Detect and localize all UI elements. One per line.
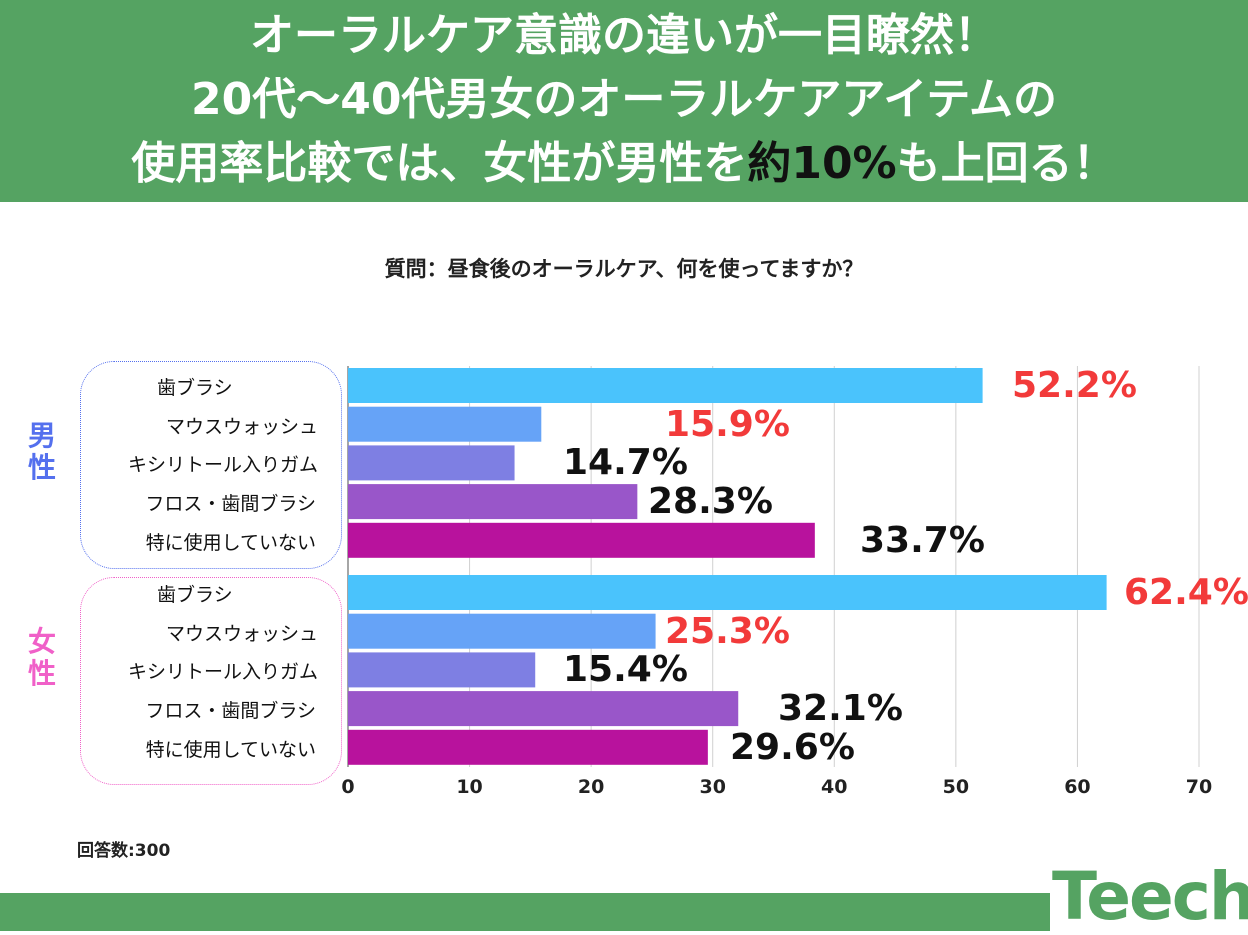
- value-label: 32.1%: [778, 688, 903, 730]
- value-label: 15.4%: [563, 649, 688, 691]
- teech-logo: Teech: [1052, 858, 1248, 935]
- category-label: 歯ブラシ: [157, 584, 233, 606]
- x-tick-label: 0: [341, 776, 355, 798]
- headline-emphasis: 約10%: [747, 138, 897, 189]
- x-tick-label: 40: [821, 776, 848, 798]
- x-tick-label: 70: [1185, 776, 1213, 798]
- respondent-count: 回答数:300: [77, 841, 171, 861]
- x-tick-label: 10: [456, 776, 483, 798]
- category-label: キシリトール入りガム: [127, 454, 318, 477]
- x-tick-label: 20: [577, 776, 605, 798]
- value-label: 25.3%: [665, 610, 790, 652]
- bar-female-1: [348, 613, 656, 649]
- x-tick-label: 50: [942, 776, 970, 798]
- x-tick-label: 60: [1064, 776, 1091, 798]
- value-label: 28.3%: [648, 481, 773, 523]
- value-label: 29.6%: [730, 726, 855, 768]
- bar-male-4: [348, 522, 815, 558]
- header-banner: オーラルケア意識の違いが一目瞭然！ 20代〜40代男女のオーラルケアアイテムの …: [0, 0, 1248, 202]
- category-label: フロス・歯間ブラシ: [145, 493, 316, 516]
- bar-male-2: [348, 445, 515, 481]
- category-label: 歯ブラシ: [157, 377, 233, 399]
- value-label: 52.2%: [1012, 365, 1137, 406]
- category-label: キシリトール入りガム: [127, 661, 318, 684]
- value-label: 14.7%: [563, 442, 688, 484]
- headline-line-3: 使用率比較では、女性が男性を約10%も上回る！: [0, 132, 1248, 196]
- category-label: マウスウォッシュ: [165, 622, 318, 645]
- category-label: マウスウォッシュ: [165, 415, 318, 438]
- category-label: 特に使用していない: [145, 531, 316, 554]
- female-group-label: 女性: [27, 625, 56, 690]
- male-group-label: 男性: [27, 419, 56, 484]
- headline-text: 使用率比較では、女性が男性を: [131, 138, 748, 189]
- x-tick-label: 30: [699, 776, 726, 798]
- bar-female-0: [348, 575, 1107, 610]
- value-label: 33.7%: [860, 519, 985, 561]
- headline-line-2: 20代〜40代男女のオーラルケアアイテムの: [190, 74, 1058, 125]
- bar-female-4: [348, 729, 708, 765]
- category-label: フロス・歯間ブラシ: [145, 700, 316, 723]
- male-group-box: [80, 361, 342, 569]
- headline-text: も上回る！: [896, 138, 1117, 189]
- headline-line-1: オーラルケア意識の違いが一目瞭然！: [250, 10, 998, 61]
- bar-male-0: [348, 368, 983, 403]
- bar-female-2: [348, 652, 536, 688]
- footer-bar: [0, 893, 1050, 931]
- bar-male-3: [348, 484, 638, 520]
- value-label: 15.9%: [665, 403, 790, 445]
- category-label: 特に使用していない: [145, 738, 316, 761]
- female-group-box: [80, 577, 342, 785]
- bar-male-1: [348, 406, 542, 442]
- bar-female-3: [348, 691, 739, 727]
- value-label: 62.4%: [1124, 572, 1248, 613]
- chart-title: 質問：昼食後のオーラルケア、何を使ってますか？: [384, 257, 864, 281]
